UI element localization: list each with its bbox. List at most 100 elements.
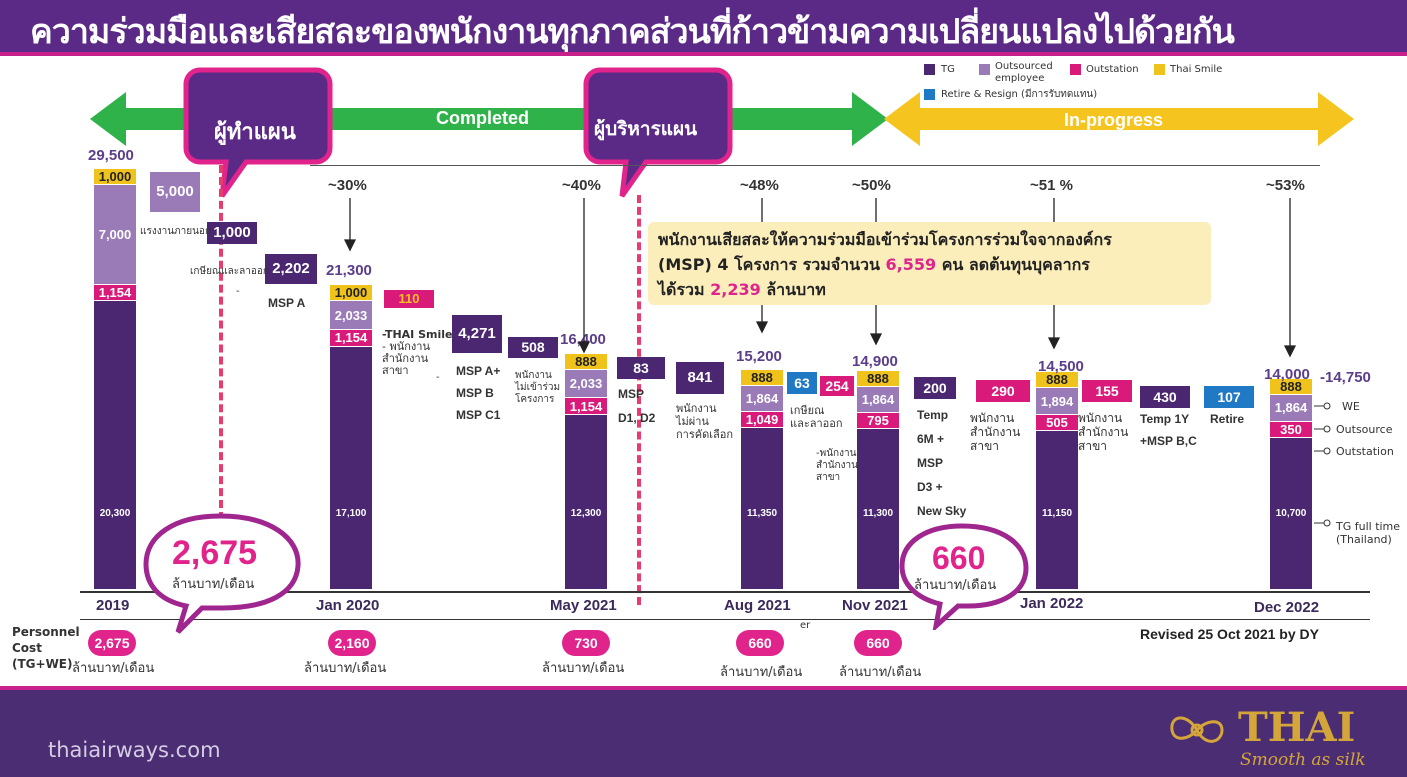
stray-text: er [800,620,811,631]
cost-start-value: 2,675 [172,534,258,572]
bar-segment-label: 20,300 [99,508,131,519]
bar-segment-outsourced-employee [330,301,372,330]
annotation-line: MSP [618,387,645,401]
thai-logo-icon [1170,716,1224,743]
cost-unit: ล้านบาท/เดือน [72,661,155,676]
bar-segment-label: 350 [1280,421,1302,437]
divider-planner [219,165,223,520]
x-axis [80,591,1370,593]
annotation-line: Temp [917,408,949,422]
annotation-line: ไม่ผ่าน [676,415,709,428]
top-rule [310,165,1320,166]
title-bar [0,0,1407,56]
total-label: 21,300 [326,262,372,279]
reduction-box: 107 [1204,386,1254,408]
cost-label-line: (TG+WE) [12,657,73,671]
annotation: Temp 6M + MSP D3 + New Sky [917,403,966,523]
note-line-3: ได้รวม 2,239 ล้านบาท [658,277,1112,302]
annotation-line: สาขา [970,439,1000,453]
reduction-box: 841 [676,362,724,394]
cost-unit: ล้านบาท/เดือน [304,661,387,676]
footer-accent [0,686,1407,692]
annotation: MSP A+ MSP B MSP C1 [456,360,500,426]
reduction-box: 254 [820,376,854,396]
inprogress-arrow [884,92,1354,146]
bar-segment-outstation [1270,421,1312,437]
reduction-box: 508 [508,337,558,358]
annotation-line: พนักงาน [1078,411,1123,425]
x-tick-label: Jan 2020 [316,597,380,614]
reduction-box: 155 [1082,380,1132,402]
cost-pill: 660 [736,630,784,656]
legend-swatch-outsourced [979,64,990,75]
cost-label-line: Cost [12,641,42,655]
bar-segment-label: 12,300 [570,508,602,519]
total-label: 14,500 [1038,358,1084,375]
cost-unit: ล้านบาท/เดือน [720,665,803,680]
bar-segment-outsourced-employee [1270,395,1312,421]
annotation-line: สำนักงาน [970,425,1021,439]
right-label-line: (Thailand) [1336,533,1392,546]
annotation-line: - พนักงาน [382,340,430,353]
bar-segment-outstation [741,412,783,428]
bar-segment-label: 888 [1046,372,1068,388]
bar-segment-label: 1,154 [334,330,368,346]
completed-label: Completed [436,108,530,128]
bar-segment-tg [741,428,783,589]
bar-segment-outstation [94,284,136,300]
cost-end-unit: ล้านบาท/เดือน [914,578,997,593]
legend-label-outstation: Outstation [1086,64,1139,75]
total-label: 14,900 [852,353,898,370]
x-axis-lower [80,619,1370,620]
annotation-line: พนักงาน [970,411,1015,425]
x-tick-label: Dec 2022 [1254,599,1320,616]
bar-segment-thai-smile [857,370,899,386]
annotation-line: D3 + [917,480,943,494]
annotation-line: สำนักงาน [816,460,858,471]
note-text: (MSP) 4 โครงการ รวมจำนวน [658,255,886,274]
annotation-line: -THAI Smile [382,328,453,341]
bar-segment-outstation [857,413,899,429]
annotation-line: โครงการ [515,394,555,405]
annotation-line: MSP A+ [456,364,501,378]
x-tick-label: Aug 2021 [724,597,791,614]
x-tick-label: May 2021 [550,597,617,614]
bar-segment-tg [1270,437,1312,589]
footer-brand: THAI [1238,704,1356,751]
right-bullets [1314,402,1331,527]
annotation-line: ไม่เข้าร่วม [515,382,561,393]
annotation: พนักงาน สำนักงาน สาขา [1078,411,1128,453]
range-label: -14,750 [1320,369,1371,386]
annotation: - [236,286,240,297]
planner-bubble-label: ผู้ทำแผน [214,120,296,145]
note-highlight: 6,559 [885,255,937,274]
cost-start-bubble-shape [143,513,301,634]
planner-bubble-shape [183,67,333,198]
legend-swatch-thaismile [1154,64,1165,75]
cost-pill: 2,160 [328,630,376,656]
annotation-line: MSP C1 [456,408,501,422]
cost-pill: 660 [854,630,902,656]
bar-segment-label: 2,033 [334,307,368,323]
cost-unit: ล้านบาท/เดือน [542,661,625,676]
bar-segment-outsourced-employee [741,385,783,412]
legend-swatch-outstation [1070,64,1081,75]
cost-unit: ล้านบาท/เดือน [839,665,922,680]
note-text: ล้านบาท [760,280,826,299]
right-label-tgfull: TG full time (Thailand) [1336,520,1400,546]
annotation-line: -พนักงาน [816,448,857,459]
bar-segment-label: 17,100 [335,508,367,519]
bar-segment-outstation [565,398,607,414]
msp-note-text: พนักงานเสียสละให้ความร่วมมือเข้าร่วมโครง… [658,227,1112,302]
annotation-line: 6M + [917,432,945,446]
bar-segment-label: 1,864 [861,391,895,407]
annotation: Retire [1210,412,1245,426]
reduction-box: 63 [787,372,817,394]
right-label-outstation: Outstation [1336,445,1394,458]
bar-segment-label: 888 [1280,379,1302,395]
footer-slogan: Smooth as silk [1240,750,1366,770]
annotation-line: การคัดเลือก [676,428,734,441]
bar-segment-outsourced-employee [94,184,136,284]
legend-swatch-tg [924,64,935,75]
annotation-line: Temp 1Y [1140,412,1190,426]
